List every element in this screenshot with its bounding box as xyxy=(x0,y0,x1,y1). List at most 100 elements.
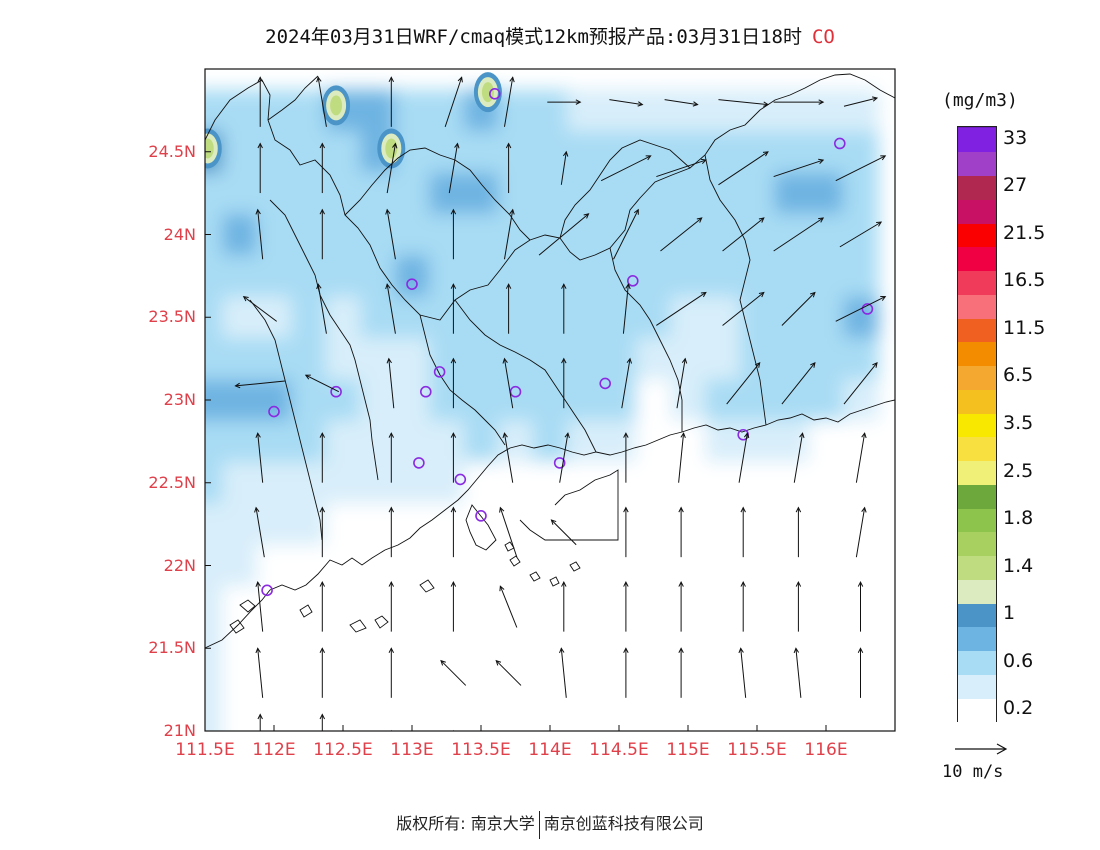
field-cell xyxy=(636,131,672,174)
field-cell xyxy=(636,172,672,215)
field-cell xyxy=(325,379,362,422)
field-cell xyxy=(670,544,707,588)
field-cell xyxy=(463,710,500,731)
wind-arrow xyxy=(538,213,590,256)
field-cell xyxy=(222,131,258,174)
wind-arrow xyxy=(255,208,264,260)
x-tick-label: 112.5E xyxy=(313,740,373,760)
colorbar-label: 2.5 xyxy=(1003,459,1034,482)
field-cell xyxy=(705,710,741,731)
field-cell xyxy=(670,172,707,215)
field-cell xyxy=(360,710,396,731)
wind-arrow xyxy=(319,506,326,558)
field-cell xyxy=(739,627,776,670)
field-cell xyxy=(498,544,534,588)
wind-arrow xyxy=(609,99,644,107)
field-cell xyxy=(394,255,431,298)
field-cell xyxy=(705,172,741,215)
wind-arrow xyxy=(502,357,514,409)
field-cell xyxy=(532,462,569,505)
field-cell xyxy=(567,627,603,670)
field-cell xyxy=(205,172,224,215)
wind-arrow xyxy=(857,581,864,632)
field-cell xyxy=(601,544,638,588)
colorbar-swatch xyxy=(958,459,996,485)
field-cell xyxy=(705,627,741,670)
wind-arrow xyxy=(621,357,633,409)
field-cell xyxy=(222,627,258,670)
colorbar-swatch xyxy=(958,198,996,224)
field-cell xyxy=(532,255,569,298)
wind-arrow xyxy=(740,506,746,558)
colorbar-label: 1 xyxy=(1003,602,1016,625)
field-cell xyxy=(498,627,534,670)
wind-arrow xyxy=(600,155,652,182)
field-cell xyxy=(774,710,810,731)
wind-arrow xyxy=(242,295,278,322)
field-cell xyxy=(567,503,603,546)
field-cell xyxy=(532,379,569,422)
x-tick-label: 112E xyxy=(252,740,296,760)
field-cell xyxy=(291,627,327,670)
field-cell xyxy=(567,420,603,464)
wind-arrow xyxy=(254,506,265,558)
field-cell xyxy=(601,710,638,731)
field-cell xyxy=(205,379,224,422)
wind-arrow xyxy=(738,432,750,483)
field-cell xyxy=(670,627,707,670)
wind-arrow xyxy=(622,283,631,334)
field-cell xyxy=(705,337,741,381)
field-cell xyxy=(705,379,741,422)
field-cell xyxy=(291,131,327,174)
wind-arrow xyxy=(656,291,707,326)
wind-arrow xyxy=(234,380,285,389)
field-cell xyxy=(567,379,603,422)
field-cell xyxy=(463,172,500,215)
field-cell xyxy=(739,462,776,505)
field-cell xyxy=(567,544,603,588)
colorbar-swatch xyxy=(958,673,996,699)
wind-arrow xyxy=(795,581,802,632)
field-cell xyxy=(325,296,362,339)
coastline-pearl-river xyxy=(465,504,497,551)
field-cell xyxy=(636,627,672,670)
wind-arrow xyxy=(718,151,769,186)
field-cell xyxy=(394,337,431,381)
field-cell xyxy=(636,710,672,731)
field-cell xyxy=(222,503,258,546)
wind-arrow xyxy=(450,283,457,334)
wind-arrow xyxy=(499,506,518,558)
field-cell xyxy=(498,89,534,133)
field-cell xyxy=(601,668,638,712)
field-cell xyxy=(222,337,258,381)
field-cell xyxy=(429,710,465,731)
field-cell xyxy=(394,586,431,629)
field-cell xyxy=(636,503,672,546)
station-marker xyxy=(433,366,446,378)
hotspot xyxy=(481,82,494,103)
field-cell xyxy=(360,462,396,505)
colorbar-swatch xyxy=(958,649,996,675)
field-cell xyxy=(222,172,258,215)
field-cell xyxy=(808,255,845,298)
wind-arrow xyxy=(676,357,688,409)
field-cell xyxy=(291,668,327,712)
wind-arrow xyxy=(444,76,463,128)
field-cell xyxy=(670,379,707,422)
field-cell xyxy=(463,627,500,670)
colorbar-swatch xyxy=(958,245,996,272)
wind-arrow xyxy=(561,581,567,632)
wind-arrow xyxy=(561,283,567,334)
y-tick-label: 24N xyxy=(163,224,196,244)
field-cell xyxy=(774,89,810,133)
station-marker xyxy=(413,457,425,469)
wind-arrow xyxy=(550,519,577,546)
chart-title: 2024年03月31日WRF/cmaq模式12km预报产品:03月31日18时 C… xyxy=(0,22,1100,49)
field-cell xyxy=(498,379,534,422)
wind-arrow xyxy=(319,432,326,483)
field-cell xyxy=(205,710,224,731)
field-cell xyxy=(463,503,500,546)
y-tick-label: 21N xyxy=(163,721,196,740)
colorbar-swatch xyxy=(958,340,996,367)
field-cell xyxy=(670,462,707,505)
